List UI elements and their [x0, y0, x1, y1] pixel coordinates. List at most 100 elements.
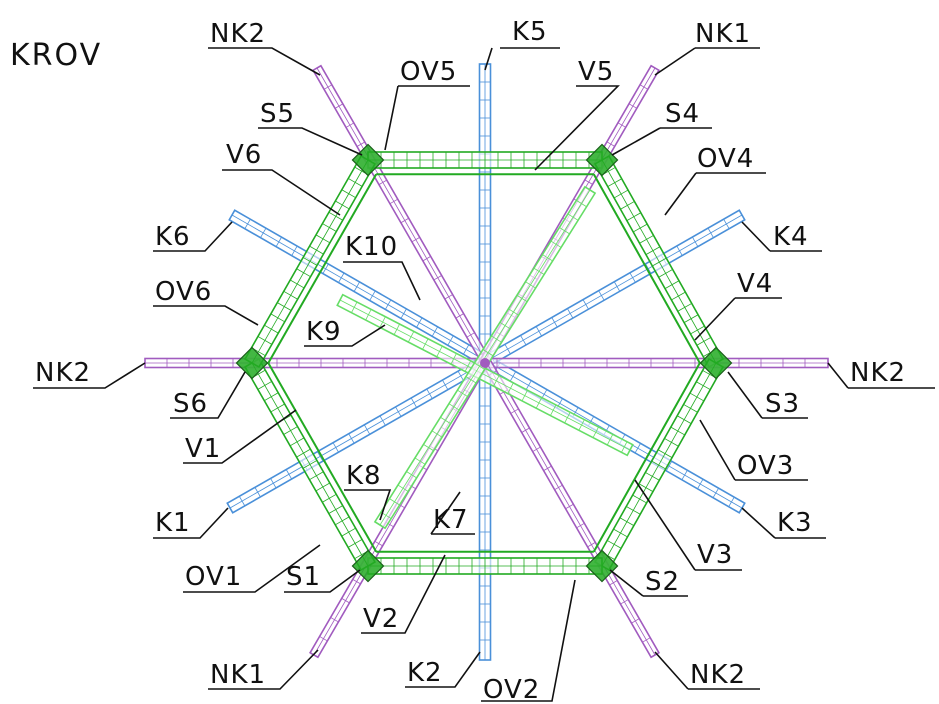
rafter-k6-k3-hatch-line	[447, 335, 454, 346]
leader-k2	[405, 651, 481, 688]
brace-k8-k7-hatch-line	[457, 389, 468, 397]
label-k1: K1	[155, 508, 191, 538]
leader-ov4-tick	[664, 172, 697, 216]
frame-beam-s4-s3-hatch-line	[613, 189, 629, 199]
brace-k8-k7-hatch-line	[482, 349, 494, 357]
frame-beam-s4-s3-hatch-line	[652, 257, 667, 267]
frame-beam-s3-s2-hatch-line	[613, 528, 628, 538]
frame-beam-s3-s2-hatch-line	[683, 404, 698, 413]
rafter-k6-k3-hatch-line	[338, 272, 345, 283]
frame-beam-s6-s5-hatch	[251, 166, 369, 357]
frame-beam-s1-s6-hatch-line	[283, 426, 298, 435]
rafter-k6-k3-hatch-line	[275, 236, 282, 247]
leader-ov6	[153, 305, 259, 326]
rafter-nk2-diagonal-hatch-line	[323, 84, 333, 90]
rafter-nk2-diagonal-hatch-line	[389, 198, 398, 205]
frame-beam-s6-s5-hatch-line	[335, 200, 350, 210]
label-v2: V2	[363, 604, 399, 634]
rafter-nk2-diagonal-hatch-line	[466, 332, 475, 338]
brace-k10-k9-hatch-line	[365, 309, 372, 321]
brace-k8-k7	[373, 185, 597, 530]
brace-k8-k7-hatch-line	[397, 484, 409, 492]
brace-k10-k9-hatch-line	[535, 397, 543, 409]
frame-inner-line-s6-s5	[267, 173, 378, 364]
label-nk2-right: NK2	[850, 358, 906, 388]
leader-s2-tick	[609, 569, 644, 597]
rafter-k6-k3-hatch-line	[681, 470, 688, 481]
rafter-nk1-diagonal-hatch-line	[584, 179, 593, 185]
frame-beam-s5-s4-hatch	[380, 152, 590, 168]
frame-inner-line-s4-s3	[592, 173, 701, 364]
label-s2: S2	[645, 567, 680, 597]
label-k5: K5	[512, 17, 548, 47]
frame-beam-s1-s6-hatch-line	[341, 527, 356, 537]
leader-nk2-right-tick	[827, 362, 849, 389]
leader-k4-tick	[741, 221, 771, 252]
label-s4: S4	[665, 99, 700, 129]
rafter-k4-k1-hatch-line	[317, 451, 324, 462]
frame-beam-s4-s3-hatch-line	[658, 269, 673, 278]
frame-beam-s4-s3-hatch-line	[607, 178, 622, 187]
rafter-k4-k1-hatch-line	[426, 388, 433, 399]
frame-beam-s1-s6-hatch-line	[289, 437, 305, 447]
rafter-k6-k3-hatch-line	[400, 308, 407, 319]
rafter-k6-k3-hatch-line	[369, 290, 376, 301]
frame-beam-s4-s3-hatch-line	[626, 212, 641, 221]
rafter-nk2-diagonal-hatch-line	[521, 427, 530, 433]
frame-beam-s4-s3-hatch-line	[620, 201, 635, 210]
brace-k10-k9-hatch-line	[592, 426, 599, 438]
brace-k10-k9-hatch-line	[351, 301, 358, 313]
node-s2	[585, 549, 619, 583]
rafter-k4-k1-hatch	[238, 218, 730, 507]
label-nk2-left: NK2	[35, 358, 91, 388]
frame-beam-s1-s6-hatch-line	[347, 539, 363, 548]
frame-beam-s2-s1	[367, 557, 603, 575]
drawing-title: KROV	[10, 38, 102, 73]
rafter-k4-k1-hatch-line	[442, 379, 449, 390]
rafter-k4-k1-hatch-line	[723, 218, 730, 229]
rafter-nk2-diagonal-hatch-line	[378, 179, 387, 185]
brace-k10-k9-hatch-line	[436, 345, 443, 357]
rafter-nk2-diagonal-hatch-line	[356, 141, 366, 147]
leader-v6	[222, 169, 341, 216]
brace-k10-k9-hatch-line	[422, 338, 429, 350]
frame-beam-s3-s2-hatch-line	[651, 460, 666, 470]
label-v4: V4	[737, 269, 773, 299]
rafter-k4-k1-hatch-line	[348, 433, 355, 444]
frame-beam-s3-s2-hatch-line	[632, 494, 647, 504]
label-nk1-top-right: NK1	[695, 19, 751, 49]
frame-beam-s1-s6-hatch-line	[264, 392, 279, 402]
rafter-k6-k3-hatch-line	[634, 443, 641, 454]
rafter-k4-k1-hatch-line	[254, 487, 261, 498]
frame-beam-s3-s2-hatch-line	[664, 438, 679, 447]
brace-k8-k7-hatch-line	[567, 213, 579, 221]
frame-beam-s4-s3-axis	[601, 159, 717, 364]
rafter-k6-k3-hatch-line	[416, 317, 423, 328]
label-nk2-bottom-right: NK2	[690, 660, 746, 690]
rafter-k4-k1-hatch-line	[567, 308, 574, 319]
label-ov6: OV6	[155, 277, 212, 307]
rafter-nk2-diagonal-hatch-line	[510, 408, 519, 414]
node-s3	[699, 346, 733, 380]
center-node	[480, 358, 490, 368]
brace-k10-k9-hatch-line	[578, 419, 585, 431]
brace-k8-k7-hatch-line	[414, 457, 426, 465]
label-s3: S3	[765, 389, 800, 419]
leader-nk2-top-left	[208, 47, 321, 76]
brace-k8-k7-hatch-line	[576, 200, 587, 208]
rafter-nk2-diagonal-hatch-line	[455, 313, 464, 319]
node-s1	[351, 549, 385, 583]
label-ov3: OV3	[737, 451, 794, 481]
leader-k5-tick	[484, 47, 493, 71]
brace-k10-k9-hatch-line	[464, 360, 472, 372]
leader-v2	[361, 554, 446, 634]
leader-nk1-bottom-left	[208, 649, 319, 690]
leader-v5	[534, 85, 620, 171]
node-s6	[235, 346, 269, 380]
frame-beam-s4-s3-hatch	[601, 167, 718, 357]
brace-k8-k7-hatch-line	[431, 430, 443, 438]
frame-beam-s1-s6-hatch-line	[257, 381, 272, 390]
frame-beam-s3-s2-axis	[601, 362, 717, 567]
frame-beam-s6-s5-hatch-line	[270, 313, 285, 323]
rafter-k6-k3-hatch-line	[525, 380, 532, 391]
